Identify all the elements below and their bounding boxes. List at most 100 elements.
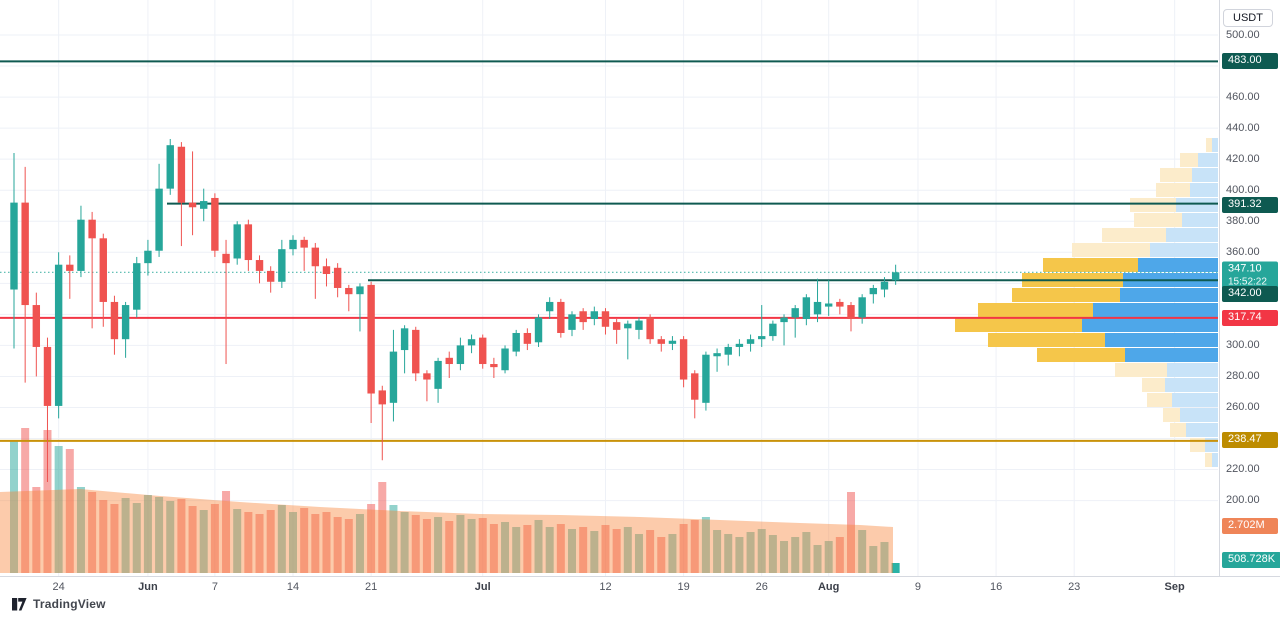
volume-bar	[445, 521, 454, 573]
volume-bar	[43, 430, 52, 573]
time-tick-label: 12	[599, 581, 612, 593]
volume-bar	[679, 524, 688, 573]
candle	[322, 266, 331, 275]
countdown-timer: 15:52:22	[1228, 276, 1267, 288]
profile-row-buy	[1206, 138, 1212, 152]
candle	[891, 272, 900, 281]
volume-bar	[802, 532, 811, 573]
candle	[311, 247, 320, 267]
volume-bar	[768, 535, 777, 573]
profile-row-sell	[1165, 378, 1218, 392]
candle	[200, 201, 208, 209]
volume-bar	[367, 504, 376, 573]
chart-plot-area[interactable]	[0, 0, 1219, 581]
candle	[735, 343, 744, 347]
candle	[10, 202, 18, 290]
time-tick-label: 23	[1068, 581, 1081, 593]
candle	[713, 353, 721, 357]
volume-bar	[791, 537, 800, 573]
volume-bar	[121, 498, 130, 573]
candle	[99, 238, 107, 302]
currency-button[interactable]: USDT	[1223, 9, 1273, 27]
time-tick-label: 26	[755, 581, 768, 593]
candle	[635, 320, 643, 330]
candle	[523, 332, 532, 344]
time-axis[interactable]: 24 Jun 7 14 21 Jul 12 19 26 Aug 9 16 23 Sep	[0, 576, 1280, 597]
time-tick-label: 21	[364, 581, 378, 593]
candle	[824, 303, 833, 307]
volume-bar	[21, 428, 30, 573]
price-axis[interactable]: USDT 500.00 460.00 440.00 420.00 400.00 380.0…	[1219, 0, 1280, 576]
candle	[43, 346, 52, 406]
volume-bar	[534, 520, 543, 573]
profile-row-sell	[1180, 408, 1218, 422]
candle	[590, 311, 599, 320]
volume-bar	[657, 537, 666, 573]
volume-layer	[10, 428, 900, 573]
profile-row-sell	[1182, 213, 1218, 227]
candle	[300, 239, 308, 248]
price-chart-canvas[interactable]	[0, 0, 1219, 576]
volume-bar	[88, 492, 97, 573]
profile-row-sell	[1150, 243, 1218, 257]
price-tick-label: 440.00	[1226, 122, 1260, 134]
time-tick-label: Jul	[474, 581, 491, 593]
volume-bar	[333, 517, 342, 573]
volume-bar	[400, 512, 409, 573]
volume-profile-layer	[955, 138, 1218, 467]
volume-bar	[389, 505, 398, 573]
price-axis-badge-volume-ma: 2.702M	[1222, 518, 1278, 534]
volume-bar	[411, 515, 420, 573]
profile-row-buy	[988, 333, 1105, 347]
candle	[746, 339, 755, 344]
candle	[512, 332, 520, 352]
volume-bar	[891, 563, 900, 573]
candle	[702, 354, 710, 403]
candle	[77, 219, 85, 271]
volume-bar	[76, 487, 85, 573]
volume-bar	[467, 519, 476, 573]
profile-row-sell	[1125, 348, 1218, 362]
profile-row-buy	[1163, 408, 1180, 422]
volume-bar	[110, 504, 119, 573]
volume-bar	[489, 524, 498, 573]
volume-bar	[701, 517, 710, 573]
price-tick-label: 380.00	[1226, 215, 1260, 227]
candle	[691, 373, 699, 400]
profile-row-sell	[1093, 303, 1218, 317]
time-tick-label: Jun	[138, 581, 158, 593]
profile-row-buy	[1180, 153, 1198, 167]
candle	[121, 305, 130, 340]
candle	[400, 328, 409, 351]
price-tick-label: 280.00	[1226, 370, 1260, 382]
candle	[501, 348, 509, 371]
volume-bar	[847, 492, 855, 573]
tradingview-attribution[interactable]: TradingView	[12, 597, 106, 611]
candle	[222, 253, 230, 264]
time-tick-label: 7	[211, 581, 218, 593]
candle	[211, 197, 219, 251]
volume-bar	[835, 537, 844, 573]
volume-bar	[590, 531, 599, 573]
candle	[21, 202, 29, 306]
volume-bar	[556, 524, 565, 573]
volume-bar	[233, 509, 242, 573]
price-tick-label: 220.00	[1226, 463, 1260, 475]
profile-row-buy	[1115, 363, 1167, 377]
candle	[88, 219, 96, 239]
candle	[177, 146, 186, 203]
volume-bar	[813, 545, 822, 573]
candle	[679, 339, 688, 380]
volume-bar	[568, 529, 576, 573]
candle	[724, 346, 732, 355]
candle	[144, 250, 152, 264]
volume-bar	[668, 534, 677, 573]
volume-bar	[422, 519, 431, 573]
candle	[601, 311, 610, 327]
time-tick-label: Aug	[817, 581, 840, 593]
profile-row-sell	[1192, 168, 1218, 182]
profile-row-buy	[1142, 378, 1165, 392]
volume-bar	[757, 529, 766, 573]
volume-bar	[54, 446, 63, 573]
candle	[780, 317, 788, 323]
